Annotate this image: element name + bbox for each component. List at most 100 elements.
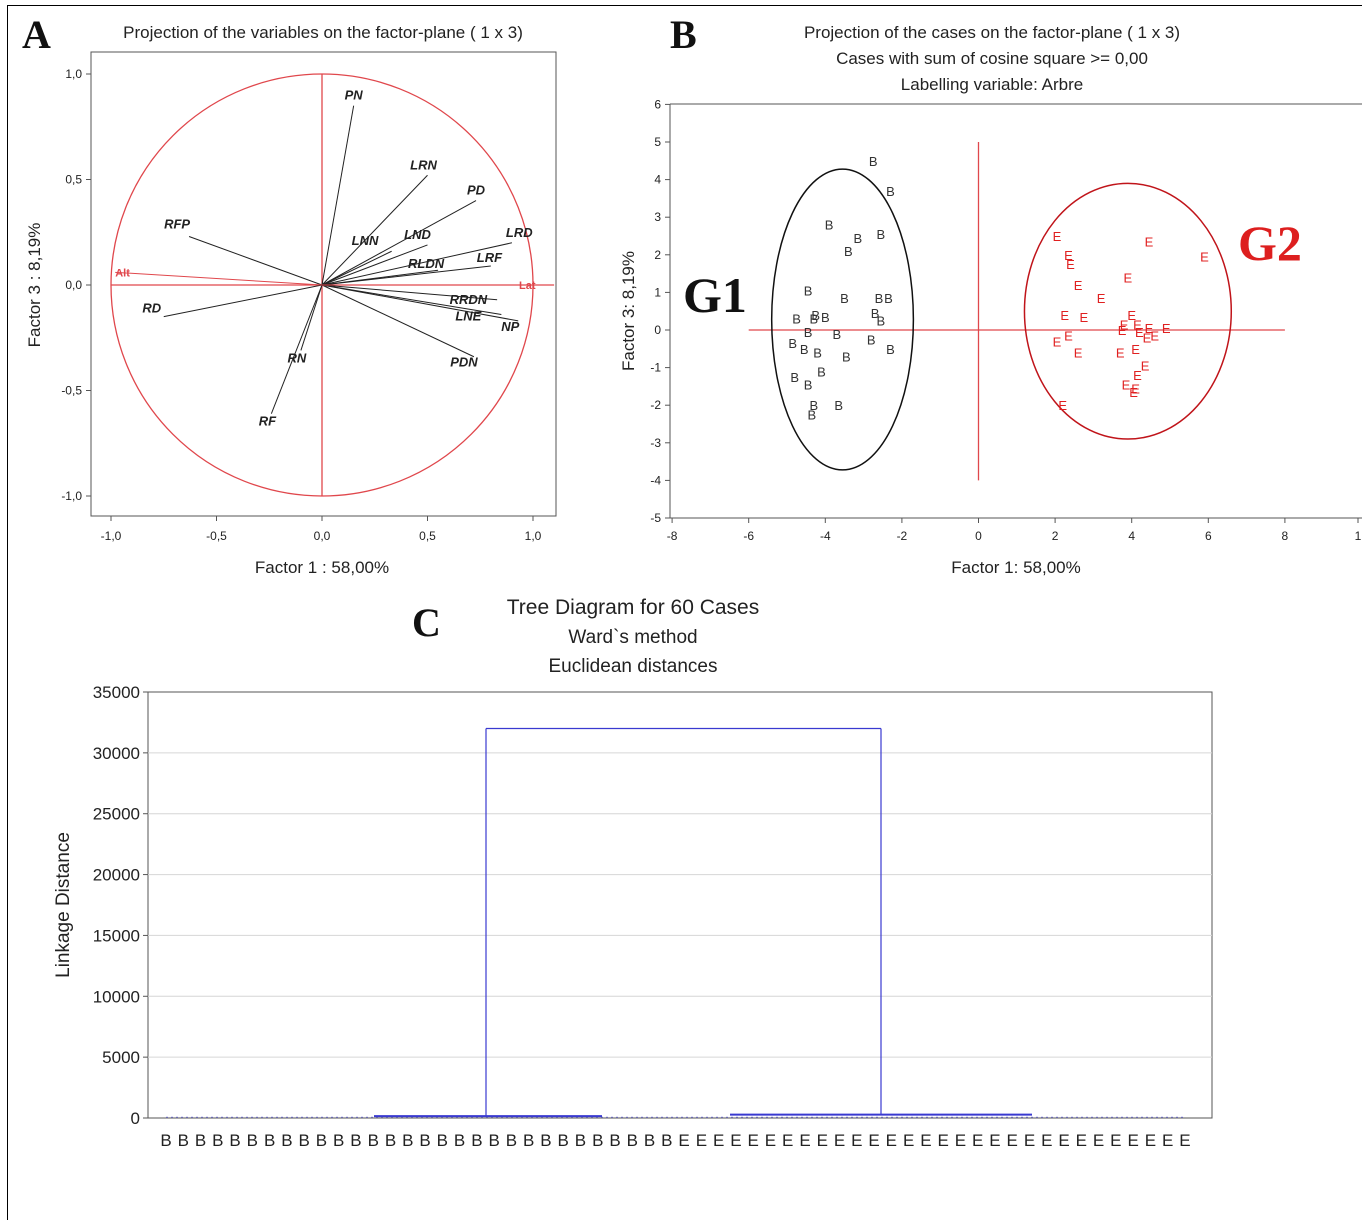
leaf-label: B	[350, 1131, 361, 1150]
loading-vector-label: NP	[501, 319, 519, 334]
panel-b-y-ticks: 6 5 4 3 2 1 0 -1 -2 -3 -4 -5	[650, 97, 670, 525]
leaf-label: B	[264, 1131, 275, 1150]
panel-c: C Tree Diagram for 60 Cases Ward`s metho…	[53, 596, 1213, 1150]
leaf-label: B	[298, 1131, 309, 1150]
case-point-b: B	[844, 244, 853, 259]
panel-a-x-axis-label: Factor 1 : 58,00%	[255, 558, 389, 577]
case-point-b: B	[813, 346, 822, 361]
case-point-e: E	[1145, 321, 1154, 336]
leaf-label: B	[212, 1131, 223, 1150]
loading-vector	[321, 174, 428, 286]
case-point-b: B	[886, 342, 895, 357]
leaf-label: E	[1179, 1131, 1190, 1150]
figure-frame	[7, 5, 1362, 1220]
panel-b-y-tick-label: -5	[650, 511, 661, 525]
group-1-ellipse	[770, 168, 915, 471]
loading-vector-label: PDN	[450, 355, 478, 370]
loading-vector-label: RFP	[164, 216, 190, 231]
panel-a-x-tick-label: -1,0	[101, 529, 122, 543]
case-point-b: B	[840, 291, 849, 306]
panel-b-x-axis-label: Factor 1: 58,00%	[951, 558, 1080, 577]
case-point-e: E	[1133, 317, 1142, 332]
panel-c-y-tick-label: 5000	[102, 1048, 140, 1067]
case-point-e: E	[1058, 398, 1067, 413]
loading-vector-label: RN	[288, 350, 307, 365]
case-point-e: E	[1200, 250, 1209, 265]
panel-a-y-axis-label: Factor 3 : 8,19%	[25, 223, 44, 348]
loading-vector-label: RLDN	[408, 256, 445, 271]
panel-a-x-tick-label: 0,0	[314, 529, 331, 543]
leaf-label: B	[160, 1131, 171, 1150]
panel-c-y-tick-label: 35000	[93, 683, 140, 702]
panel-b-y-tick-label: -1	[650, 361, 661, 375]
loading-vector-label: RD	[142, 301, 161, 316]
leaf-label: E	[765, 1131, 776, 1150]
panel-b-x-tick-label: 2	[1052, 529, 1059, 543]
case-point-e: E	[1122, 378, 1131, 393]
group-1-label: G1	[683, 267, 747, 323]
panel-b-title: Projection of the cases on the factor-pl…	[804, 23, 1180, 42]
panel-b-x-tick-label: -6	[743, 529, 754, 543]
leaf-label: E	[1007, 1131, 1018, 1150]
panel-c-y-tick-label: 10000	[93, 987, 140, 1006]
leaf-label: E	[903, 1131, 914, 1150]
case-point-e: E	[1074, 346, 1083, 361]
loading-vector-label: LNE	[455, 309, 481, 324]
panel-c-plot-area	[147, 691, 1213, 1119]
panel-b: B Projection of the cases on the factor-…	[619, 12, 1362, 577]
leaf-label: B	[523, 1131, 534, 1150]
loading-vector	[321, 284, 498, 301]
panel-a-y-tick-label: 0,5	[65, 173, 82, 187]
panel-b-y-tick-label: 3	[654, 210, 661, 224]
panel-a-y-tick-label: -1,0	[61, 489, 82, 503]
panel-a-x-ticks: -1,0 -0,5 0,0 0,5 1,0	[101, 516, 542, 543]
panel-b-x-tick-label: 6	[1205, 529, 1212, 543]
leaf-label: E	[868, 1131, 879, 1150]
panel-b-y-tick-label: 2	[654, 248, 661, 262]
case-point-b: B	[867, 332, 876, 347]
panel-b-y-tick-label: -3	[650, 436, 661, 450]
panel-a-x-tick-label: 0,5	[419, 529, 436, 543]
panel-b-x-tick-label: -4	[820, 529, 831, 543]
case-point-b: B	[790, 370, 799, 385]
leaf-label: E	[834, 1131, 845, 1150]
panel-b-x-tick-label: 4	[1128, 529, 1135, 543]
leaf-label: E	[1162, 1131, 1173, 1150]
case-point-b: B	[817, 364, 826, 379]
panel-b-x-tick-label: 8	[1282, 529, 1289, 543]
case-point-e: E	[1064, 329, 1073, 344]
leaf-label: B	[627, 1131, 638, 1150]
leaf-label: E	[730, 1131, 741, 1150]
panel-c-gridlines	[148, 752, 1212, 1058]
group-2-label: G2	[1238, 215, 1302, 271]
panel-b-subtitle-2: Labelling variable: Arbre	[901, 75, 1083, 94]
leaf-label: E	[678, 1131, 689, 1150]
supplementary-vector-label: Alt	[115, 267, 130, 279]
leaf-label: B	[402, 1131, 413, 1150]
leaf-label: B	[195, 1131, 206, 1150]
leaf-label: E	[748, 1131, 759, 1150]
case-point-e: E	[1060, 308, 1069, 323]
case-point-e: E	[1131, 381, 1140, 396]
leaf-label: B	[592, 1131, 603, 1150]
leaf-label: B	[281, 1131, 292, 1150]
case-point-e: E	[1145, 235, 1154, 250]
case-point-b: B	[825, 218, 834, 233]
case-point-e: E	[1064, 248, 1073, 263]
group-2-ellipse	[1023, 182, 1233, 440]
panel-b-y-tick-label: -2	[650, 398, 661, 412]
case-point-b: B	[800, 342, 809, 357]
leaf-label: E	[1041, 1131, 1052, 1150]
panel-b-y-tick-label: 6	[654, 97, 661, 111]
leaf-label: E	[1093, 1131, 1104, 1150]
case-point-e: E	[1133, 368, 1142, 383]
leaf-label: B	[644, 1131, 655, 1150]
loading-vector	[321, 200, 477, 286]
loading-vector	[321, 284, 502, 316]
leaf-label: E	[1024, 1131, 1035, 1150]
loading-vector	[163, 284, 323, 318]
panel-b-x-tick-label: -8	[667, 529, 678, 543]
